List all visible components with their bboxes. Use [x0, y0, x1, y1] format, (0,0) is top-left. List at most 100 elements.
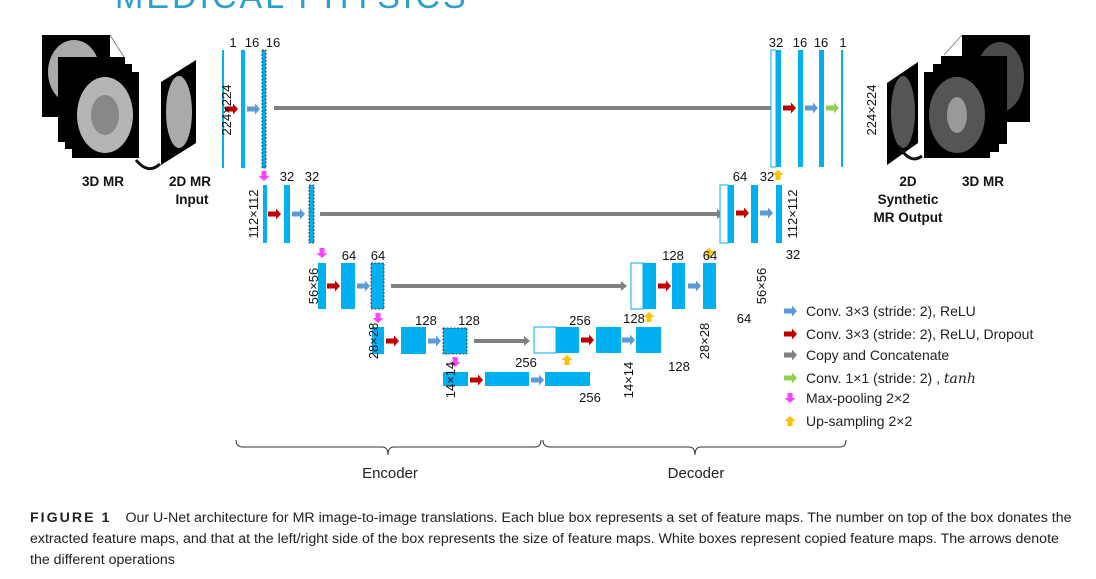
copied-feature-map — [770, 49, 777, 168]
conv-dropout-arrow-icon — [784, 328, 797, 340]
feature-map — [222, 50, 224, 168]
size-label: 56×56 — [306, 268, 321, 305]
legend: Conv. 3×3 (stride: 2), ReLU Conv. 3×3 (s… — [784, 303, 1033, 429]
feature-map — [485, 372, 529, 386]
channel-label: 1 — [839, 35, 846, 50]
channel-label: 16 — [245, 35, 259, 50]
conv-relu-arrow-icon — [688, 280, 701, 292]
legend-label: Max-pooling 2×2 — [806, 390, 910, 406]
output-2d-label: 2D — [899, 174, 917, 189]
conv-relu-arrow-icon — [784, 305, 797, 317]
channel-label: 256 — [569, 313, 591, 328]
channel-label: 64 — [703, 248, 717, 263]
feature-map — [556, 327, 579, 353]
decoder-label: Decoder — [668, 465, 725, 482]
feature-map — [545, 372, 590, 386]
conv-dropout-arrow-icon — [736, 207, 749, 219]
size-label: 112×112 — [785, 189, 800, 238]
max-pooling-arrow-icon — [258, 171, 270, 181]
size-label: 56×56 — [754, 268, 769, 305]
encoder-brace — [235, 439, 542, 456]
channel-label: 128 — [668, 359, 690, 374]
feature-map — [776, 50, 781, 167]
feature-map — [636, 327, 661, 353]
copied-feature-map — [630, 262, 644, 310]
channel-label: 64 — [371, 248, 385, 263]
channel-label: 16 — [793, 35, 807, 50]
channel-label: 128 — [415, 313, 437, 328]
channel-label: 64 — [733, 169, 747, 184]
feature-map — [261, 49, 267, 169]
feature-map — [318, 263, 326, 309]
channel-label: 32 — [786, 247, 800, 262]
feature-map — [798, 50, 803, 167]
output-2d-label-line3: MR Output — [874, 210, 943, 225]
output-3d-label: 3D MR — [962, 174, 1004, 189]
max-pooling-arrow-icon — [784, 393, 796, 403]
feature-map — [728, 185, 734, 243]
conv-dropout-arrow-icon — [658, 280, 671, 292]
conv-relu-arrow-icon — [760, 207, 773, 219]
figure-label: FIGURE 1 — [30, 510, 112, 526]
size-label: 14×14 — [443, 362, 458, 399]
channel-label: 128 — [623, 311, 645, 326]
copy-concatenate-arrow-icon — [784, 349, 797, 361]
channel-label: 64 — [737, 311, 751, 326]
feature-map — [241, 50, 245, 168]
max-pooling-arrow-icon — [372, 313, 384, 323]
channel-label: 32 — [280, 169, 294, 184]
copied-feature-map — [533, 326, 557, 354]
channel-label: 32 — [769, 35, 783, 50]
figure-caption: FIGURE 1 Our U-Net architecture for MR im… — [30, 508, 1080, 571]
feature-map — [341, 263, 355, 309]
channel-label: 32 — [760, 169, 774, 184]
size-label: 28×28 — [366, 323, 381, 360]
stack-arrow-icon — [897, 145, 923, 161]
copied-feature-map — [719, 184, 729, 244]
conv-dropout-arrow-icon — [225, 103, 238, 115]
feature-map — [443, 372, 468, 386]
legend-label: Conv. 1×1 (stride: 2) , tanh — [806, 370, 976, 387]
feature-map — [819, 50, 824, 167]
encoder-label: Encoder — [362, 465, 418, 482]
channel-label: 1 — [229, 35, 236, 50]
legend-label: Conv. 3×3 (stride: 2), ReLU — [806, 303, 976, 319]
channel-label: 256 — [579, 390, 601, 405]
up-sampling-arrow-icon — [784, 416, 796, 426]
feature-map — [776, 185, 782, 243]
output-3d-mr-stack — [924, 34, 1030, 158]
copy-concatenate-arrow-icon — [474, 336, 530, 346]
caption-text: Our U-Net architecture for MR image-to-i… — [30, 510, 1072, 568]
conv-relu-arrow-icon — [428, 335, 441, 347]
channel-label: 256 — [515, 355, 537, 370]
size-label: 224×224 — [219, 85, 234, 136]
input-3d-label: 3D MR — [82, 174, 124, 189]
feature-map — [751, 185, 758, 243]
feature-map — [596, 327, 621, 353]
conv-dropout-arrow-icon — [470, 374, 483, 386]
output-2d-synthetic-slice — [887, 62, 918, 165]
feature-map — [703, 263, 716, 309]
conv-relu-arrow-icon — [292, 208, 305, 220]
conv-dropout-arrow-icon — [783, 102, 796, 114]
up-sampling-arrow-icon — [703, 248, 715, 258]
conv-dropout-arrow-icon — [327, 280, 340, 292]
max-pooling-arrow-icon — [449, 357, 461, 367]
copy-concatenate-arrow-icon — [391, 281, 627, 291]
up-sampling-arrow-icon — [643, 312, 655, 322]
input-2d-mr-slice — [161, 60, 196, 165]
copy-concatenate-arrow-icon — [320, 209, 723, 219]
size-label: 112×112 — [246, 189, 261, 238]
input-2d-label-line2: Input — [176, 192, 209, 207]
up-sampling-arrow-icon — [561, 355, 573, 365]
feature-map — [442, 327, 468, 355]
conv-dropout-arrow-icon — [268, 208, 281, 220]
legend-label: Copy and Concatenate — [806, 347, 949, 363]
unet-diagram: MEDICAL PHYSICS 3D MR 2D MR Input 2D Syn… — [42, 0, 1033, 482]
conv-tanh-arrow-icon — [784, 372, 797, 384]
channel-label: 64 — [342, 248, 356, 263]
channel-label: 16 — [266, 35, 280, 50]
feature-map — [643, 263, 656, 309]
conv-relu-arrow-icon — [622, 334, 635, 346]
slice-arrow-icon — [134, 159, 162, 171]
